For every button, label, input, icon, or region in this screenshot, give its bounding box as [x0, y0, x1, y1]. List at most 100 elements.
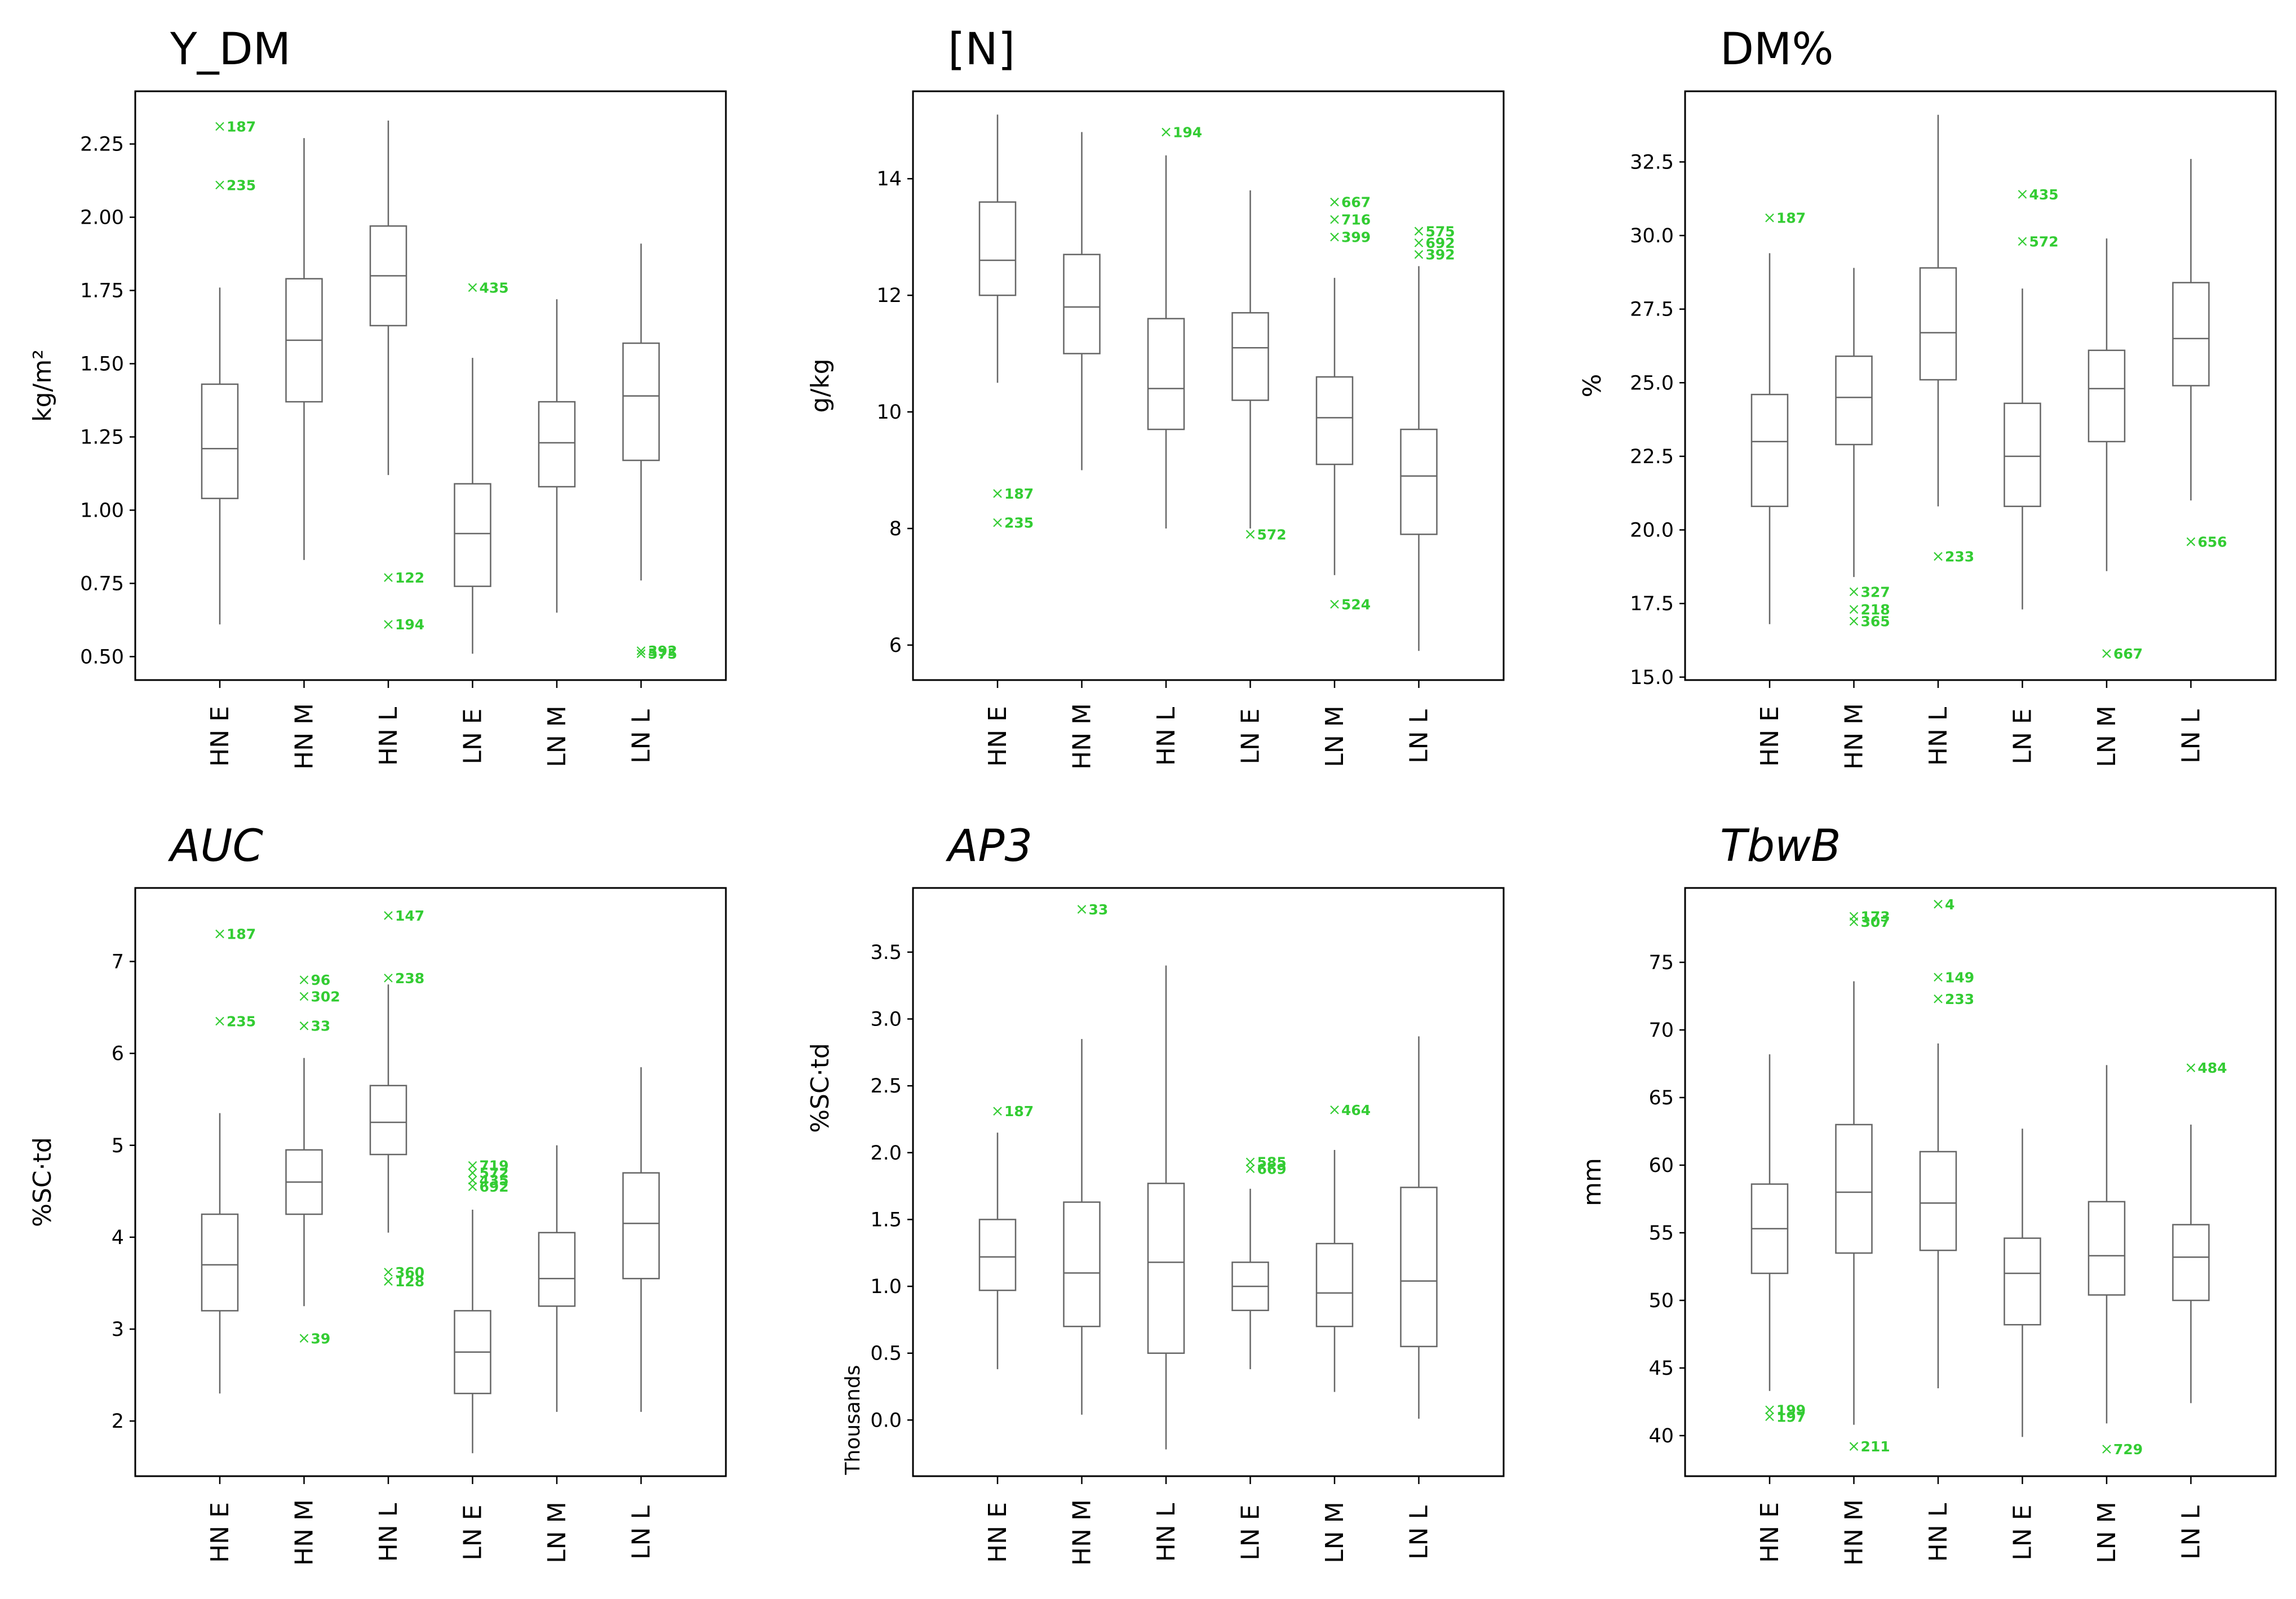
outlier-label: 33: [1089, 901, 1109, 918]
panel-dm-: DM% 15.0 17.5 20.0 22.5 25.0 27.5 30.0 32.5% HN E…: [1578, 24, 2277, 770]
outlier-label: 211: [1861, 1438, 1890, 1455]
y-tick-label: 12: [876, 285, 902, 307]
y-tick-label: 40: [1648, 1425, 1674, 1447]
iqr-box: [622, 1172, 660, 1280]
outlier-marker: [2102, 1445, 2111, 1454]
box-hn-m: [1063, 1039, 1101, 1415]
outlier: 307: [1849, 914, 1890, 930]
box-ln-l: [2172, 1125, 2210, 1403]
outlier-label: 669: [1257, 1161, 1287, 1177]
outlier-label: 147: [395, 908, 424, 924]
category-label: HN M: [1068, 1499, 1097, 1566]
outlier-label: 187: [227, 118, 256, 135]
outlier: 149: [1934, 969, 1974, 985]
box-ln-m: [538, 299, 576, 613]
y-tick-label: 7: [112, 951, 124, 974]
outlier: 33: [299, 1018, 330, 1034]
outlier-label: 484: [2198, 1060, 2227, 1076]
outlier: 187: [993, 486, 1034, 502]
plot-frame: [134, 90, 727, 681]
outlier-label: 667: [2113, 646, 2143, 662]
outlier-marker: [1330, 215, 1339, 224]
y-tick-label: 75: [1648, 952, 1674, 974]
y-tick-label: 1.00: [80, 499, 124, 522]
outlier-marker: [1245, 1164, 1255, 1174]
category-label: HN M: [1840, 1499, 1869, 1566]
outlier: 692: [1414, 235, 1455, 251]
outlier-label: 187: [1004, 1103, 1034, 1120]
outlier-marker: [215, 929, 224, 939]
outlier: 669: [1245, 1161, 1287, 1177]
category-label: LN L: [627, 709, 656, 763]
box-hn-e: [978, 114, 1017, 383]
outlier: 464: [1330, 1102, 1371, 1118]
category-label: HN M: [1840, 703, 1869, 770]
outlier-label: 39: [311, 1330, 331, 1347]
outlier: 572: [468, 1165, 509, 1182]
category-label: HN L: [1152, 707, 1181, 766]
outlier-marker: [1849, 1442, 1859, 1451]
outlier: 572: [2018, 233, 2059, 250]
outlier-label: 399: [1341, 229, 1371, 246]
panel-title: AUC: [167, 821, 263, 872]
outlier: 235: [215, 1014, 256, 1030]
category-label: HN L: [1152, 1503, 1181, 1562]
outlier-marker: [1077, 905, 1087, 914]
box-ln-e: [2004, 288, 2041, 610]
box-hn-m: [1063, 132, 1101, 470]
outlier: 187: [215, 926, 256, 943]
box-hn-e: [978, 1132, 1017, 1370]
panel-title: TbwB: [1720, 821, 1841, 872]
y-tick-label: 3.5: [870, 941, 902, 964]
y-axis-label: %SC·td: [806, 1043, 835, 1133]
box-hn-m: [1835, 268, 1873, 578]
outlier-label: 667: [1341, 194, 1371, 211]
y-tick-label: 2.5: [870, 1075, 902, 1098]
y-tick-label: 50: [1648, 1290, 1674, 1312]
box-hn-e: [1750, 253, 1789, 624]
outlier-marker: [384, 911, 393, 920]
category-label: LN M: [2093, 705, 2121, 767]
box-hn-l: [369, 120, 407, 476]
category-label: HN M: [290, 703, 319, 770]
outlier-label: 187: [1004, 486, 1034, 502]
y-tick-label: 3.0: [870, 1009, 902, 1031]
outlier-marker: [384, 1268, 393, 1277]
category-label: LN M: [1320, 1502, 1349, 1563]
category-label: HN E: [1756, 706, 1784, 767]
outlier: 199: [1765, 1402, 1806, 1418]
outlier-marker: [384, 974, 393, 983]
iqr-box: [1400, 428, 1438, 535]
box-hn-l: [1919, 114, 1957, 507]
outlier-label: 435: [2029, 186, 2059, 203]
outlier-marker: [468, 1182, 477, 1191]
outlier: 218: [1849, 602, 1890, 618]
y-tick-label: 30.0: [1630, 225, 1674, 247]
iqr-box: [201, 383, 239, 499]
outlier-label: 435: [480, 1172, 509, 1189]
category-label: HN L: [374, 1503, 403, 1562]
outlier-marker: [1245, 530, 1255, 539]
iqr-box: [622, 342, 660, 461]
outlier: 585: [1245, 1154, 1287, 1170]
outlier-label: 575: [1426, 223, 1455, 239]
outlier-label: 302: [311, 988, 340, 1005]
box-ln-e: [1231, 190, 1269, 528]
outlier-marker: [468, 1168, 477, 1178]
panel-title: Y_DM: [170, 24, 291, 75]
outlier-marker: [636, 646, 646, 655]
outlier: 327: [1849, 584, 1890, 600]
outlier-label: 729: [2113, 1441, 2143, 1458]
outlier-marker: [299, 975, 309, 984]
box-ln-l: [622, 1067, 660, 1412]
y-tick-label: 1.25: [80, 426, 124, 448]
iqr-box: [2004, 1237, 2041, 1326]
outlier-marker: [299, 1334, 309, 1343]
outlier: 197: [1765, 1409, 1806, 1425]
iqr-box: [1835, 1123, 1873, 1254]
outlier: 719: [468, 1158, 509, 1174]
outlier-label: 218: [1861, 602, 1890, 618]
y-tick-label: 27.5: [1630, 299, 1674, 321]
category-label: LN E: [2009, 1504, 2037, 1560]
